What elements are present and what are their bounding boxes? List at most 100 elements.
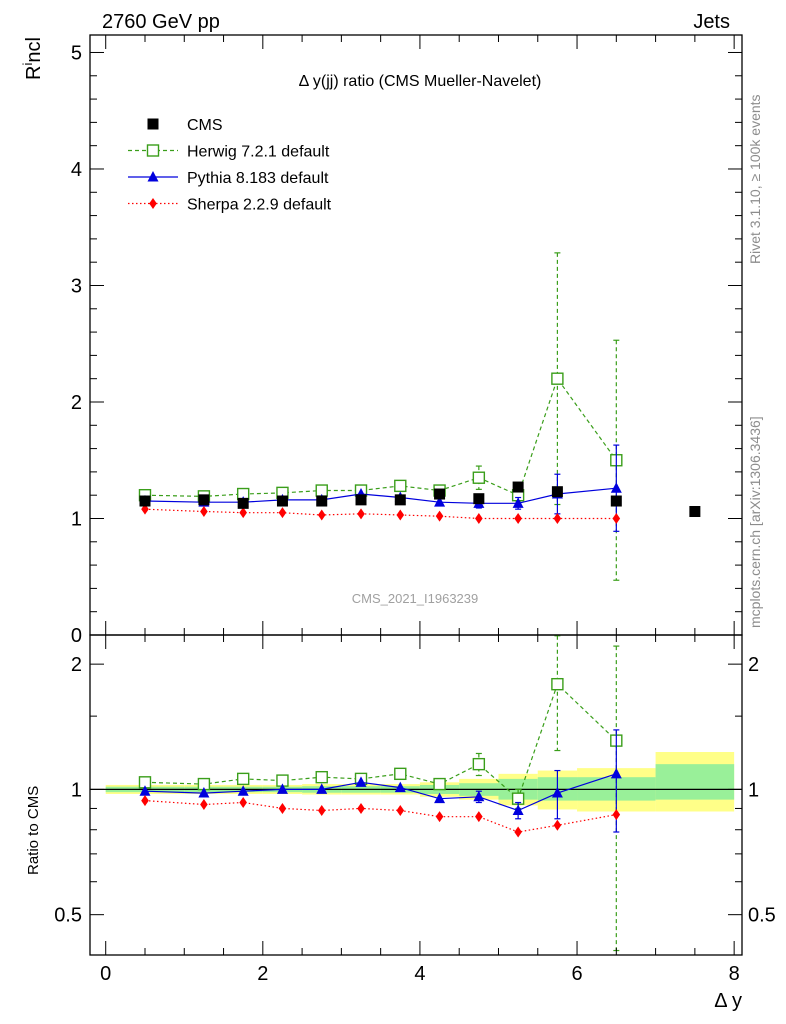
main-cms-point	[512, 481, 524, 493]
main-cms-point	[689, 506, 701, 518]
mcplots-reference-label: mcplots.cern.ch [arXiv:1306.3436]	[747, 416, 763, 628]
x-tick-label: 6	[571, 963, 582, 985]
ratio-sherpa-point	[396, 804, 405, 816]
ratio-herwig-point	[315, 770, 328, 784]
ratio-sherpa-point	[475, 811, 483, 823]
main-herwig-point	[551, 372, 564, 385]
main-sherpa-point	[435, 510, 444, 522]
main-sherpa-point	[239, 507, 247, 519]
main-cms-point	[551, 486, 563, 498]
main-herwig-line	[144, 377, 617, 498]
main-sherpa-point	[278, 507, 287, 519]
process-label: Jets	[693, 11, 730, 33]
ratio-pythia-point	[610, 767, 622, 779]
ratio-herwig-line	[144, 683, 617, 800]
x-tick-label: 8	[729, 963, 740, 985]
main-cms-point	[276, 495, 288, 507]
x-axis-label: Δ y	[714, 990, 742, 1012]
legend-herwig-marker	[146, 144, 160, 157]
analysis-watermark: CMS_2021_I1963239	[352, 591, 479, 606]
main-cms-point	[434, 488, 446, 500]
main-sherpa-point	[317, 509, 326, 521]
ratio-stat-uncertainty-band	[655, 764, 735, 800]
ratio-pythia-point	[473, 790, 485, 802]
ratio-y-tick-label-right: 2	[748, 654, 759, 676]
main-pythia-point	[512, 497, 524, 508]
main-pythia-point	[610, 482, 622, 493]
main-cms-point	[316, 495, 328, 507]
ratio-frame	[89, 634, 743, 956]
x-tick-label: 2	[257, 963, 268, 985]
main-cms-point	[394, 494, 406, 506]
ratio-pythia-line	[144, 773, 617, 812]
x-tick-label: 0	[100, 963, 111, 985]
legend-sherpa-label: Sherpa 2.2.9 default	[187, 197, 332, 214]
main-sherpa-point	[396, 509, 405, 521]
ratio-pythia-point	[434, 792, 446, 804]
ratio-herwig-point	[236, 772, 250, 786]
ratio-pythia-point	[139, 785, 151, 796]
main-pythia-line	[144, 487, 617, 504]
ratio-sherpa-point	[317, 804, 326, 816]
main-sherpa-point	[514, 512, 522, 524]
legend-pythia-marker	[147, 171, 159, 182]
main-y-tick-label: 0	[71, 625, 82, 647]
main-herwig-point	[472, 471, 486, 484]
ratio-pythia-point	[316, 783, 328, 794]
main-sherpa-point	[200, 506, 208, 518]
main-pythia-point	[434, 496, 446, 507]
ratio-y-tick-label-right: 0.5	[748, 905, 776, 927]
ratio-herwig-point	[394, 767, 407, 781]
legend-sherpa-marker	[149, 198, 157, 209]
main-herwig-point	[394, 479, 407, 493]
rivet-version-label: Rivet 3.1.10, ≥ 100k events	[747, 94, 763, 264]
ratio-herwig-point	[551, 677, 564, 691]
legend: CMS Herwig 7.2.1 default Pythia 8.183 defa…	[128, 117, 332, 214]
main-sherpa-point	[357, 508, 365, 520]
main-y-tick-label: 4	[71, 159, 82, 181]
main-y-tick-label: 1	[71, 508, 82, 530]
collision-label: 2760 GeV pp	[102, 11, 220, 33]
ratio-pythia-point	[198, 787, 210, 798]
main-cms-point	[237, 497, 249, 509]
ratio-sherpa-point	[553, 819, 562, 831]
ratio-panel: 0.5 0.5 1 1 2 2 0 2 4 6 8 Ratio to CMS Δ y	[25, 634, 776, 1012]
main-cms-point	[139, 495, 151, 507]
ratio-pythia-point	[551, 787, 563, 798]
ratio-pythia-point	[394, 781, 406, 793]
main-sherpa-point	[475, 512, 483, 524]
main-cms-point	[610, 495, 622, 507]
main-y-tick-label: 3	[71, 275, 82, 297]
main-cms-point	[355, 494, 367, 506]
main-y-tick-label: 2	[71, 392, 82, 414]
main-y-tick-label: 5	[71, 42, 82, 64]
legend-pythia-label: Pythia 8.183 default	[187, 170, 329, 187]
ratio-sherpa-point	[357, 802, 365, 814]
ratio-sherpa-point	[141, 795, 149, 807]
ratio-herwig-point	[472, 757, 486, 771]
ratio-y-tick-label: 2	[71, 654, 82, 676]
legend-herwig-label: Herwig 7.2.1 default	[187, 144, 330, 161]
ratio-y-tick-label-right: 1	[748, 779, 759, 801]
ratio-sherpa-point	[278, 802, 287, 814]
main-panel: 0 1 2 3 4 5 Δ y(jj) ratio (CMS Mueller-Navele…	[20, 34, 743, 647]
ratio-y-axis-label: Ratio to CMS	[25, 786, 42, 875]
ratio-pythia-point	[276, 783, 288, 794]
ratio-sherpa-point	[514, 826, 522, 838]
ratio-sherpa-point	[612, 809, 621, 821]
main-sherpa-line	[144, 508, 617, 520]
ratio-y-tick-label: 0.5	[54, 905, 82, 927]
ratio-sherpa-point	[200, 798, 208, 810]
ratio-pythia-point	[355, 776, 367, 787]
ratio-sherpa-point	[239, 797, 247, 809]
ratio-sherpa-line	[144, 800, 617, 833]
x-tick-label: 4	[414, 963, 425, 985]
ratio-pythia-point	[512, 804, 524, 815]
main-y-axis-label: Rincl	[20, 37, 45, 80]
main-sherpa-point	[553, 512, 562, 524]
plot-title: Δ y(jj) ratio (CMS Mueller-Navelet)	[299, 73, 542, 90]
main-cms-point	[198, 494, 210, 506]
ratio-y-tick-label: 1	[71, 779, 82, 801]
ratio-herwig-point	[433, 777, 446, 791]
